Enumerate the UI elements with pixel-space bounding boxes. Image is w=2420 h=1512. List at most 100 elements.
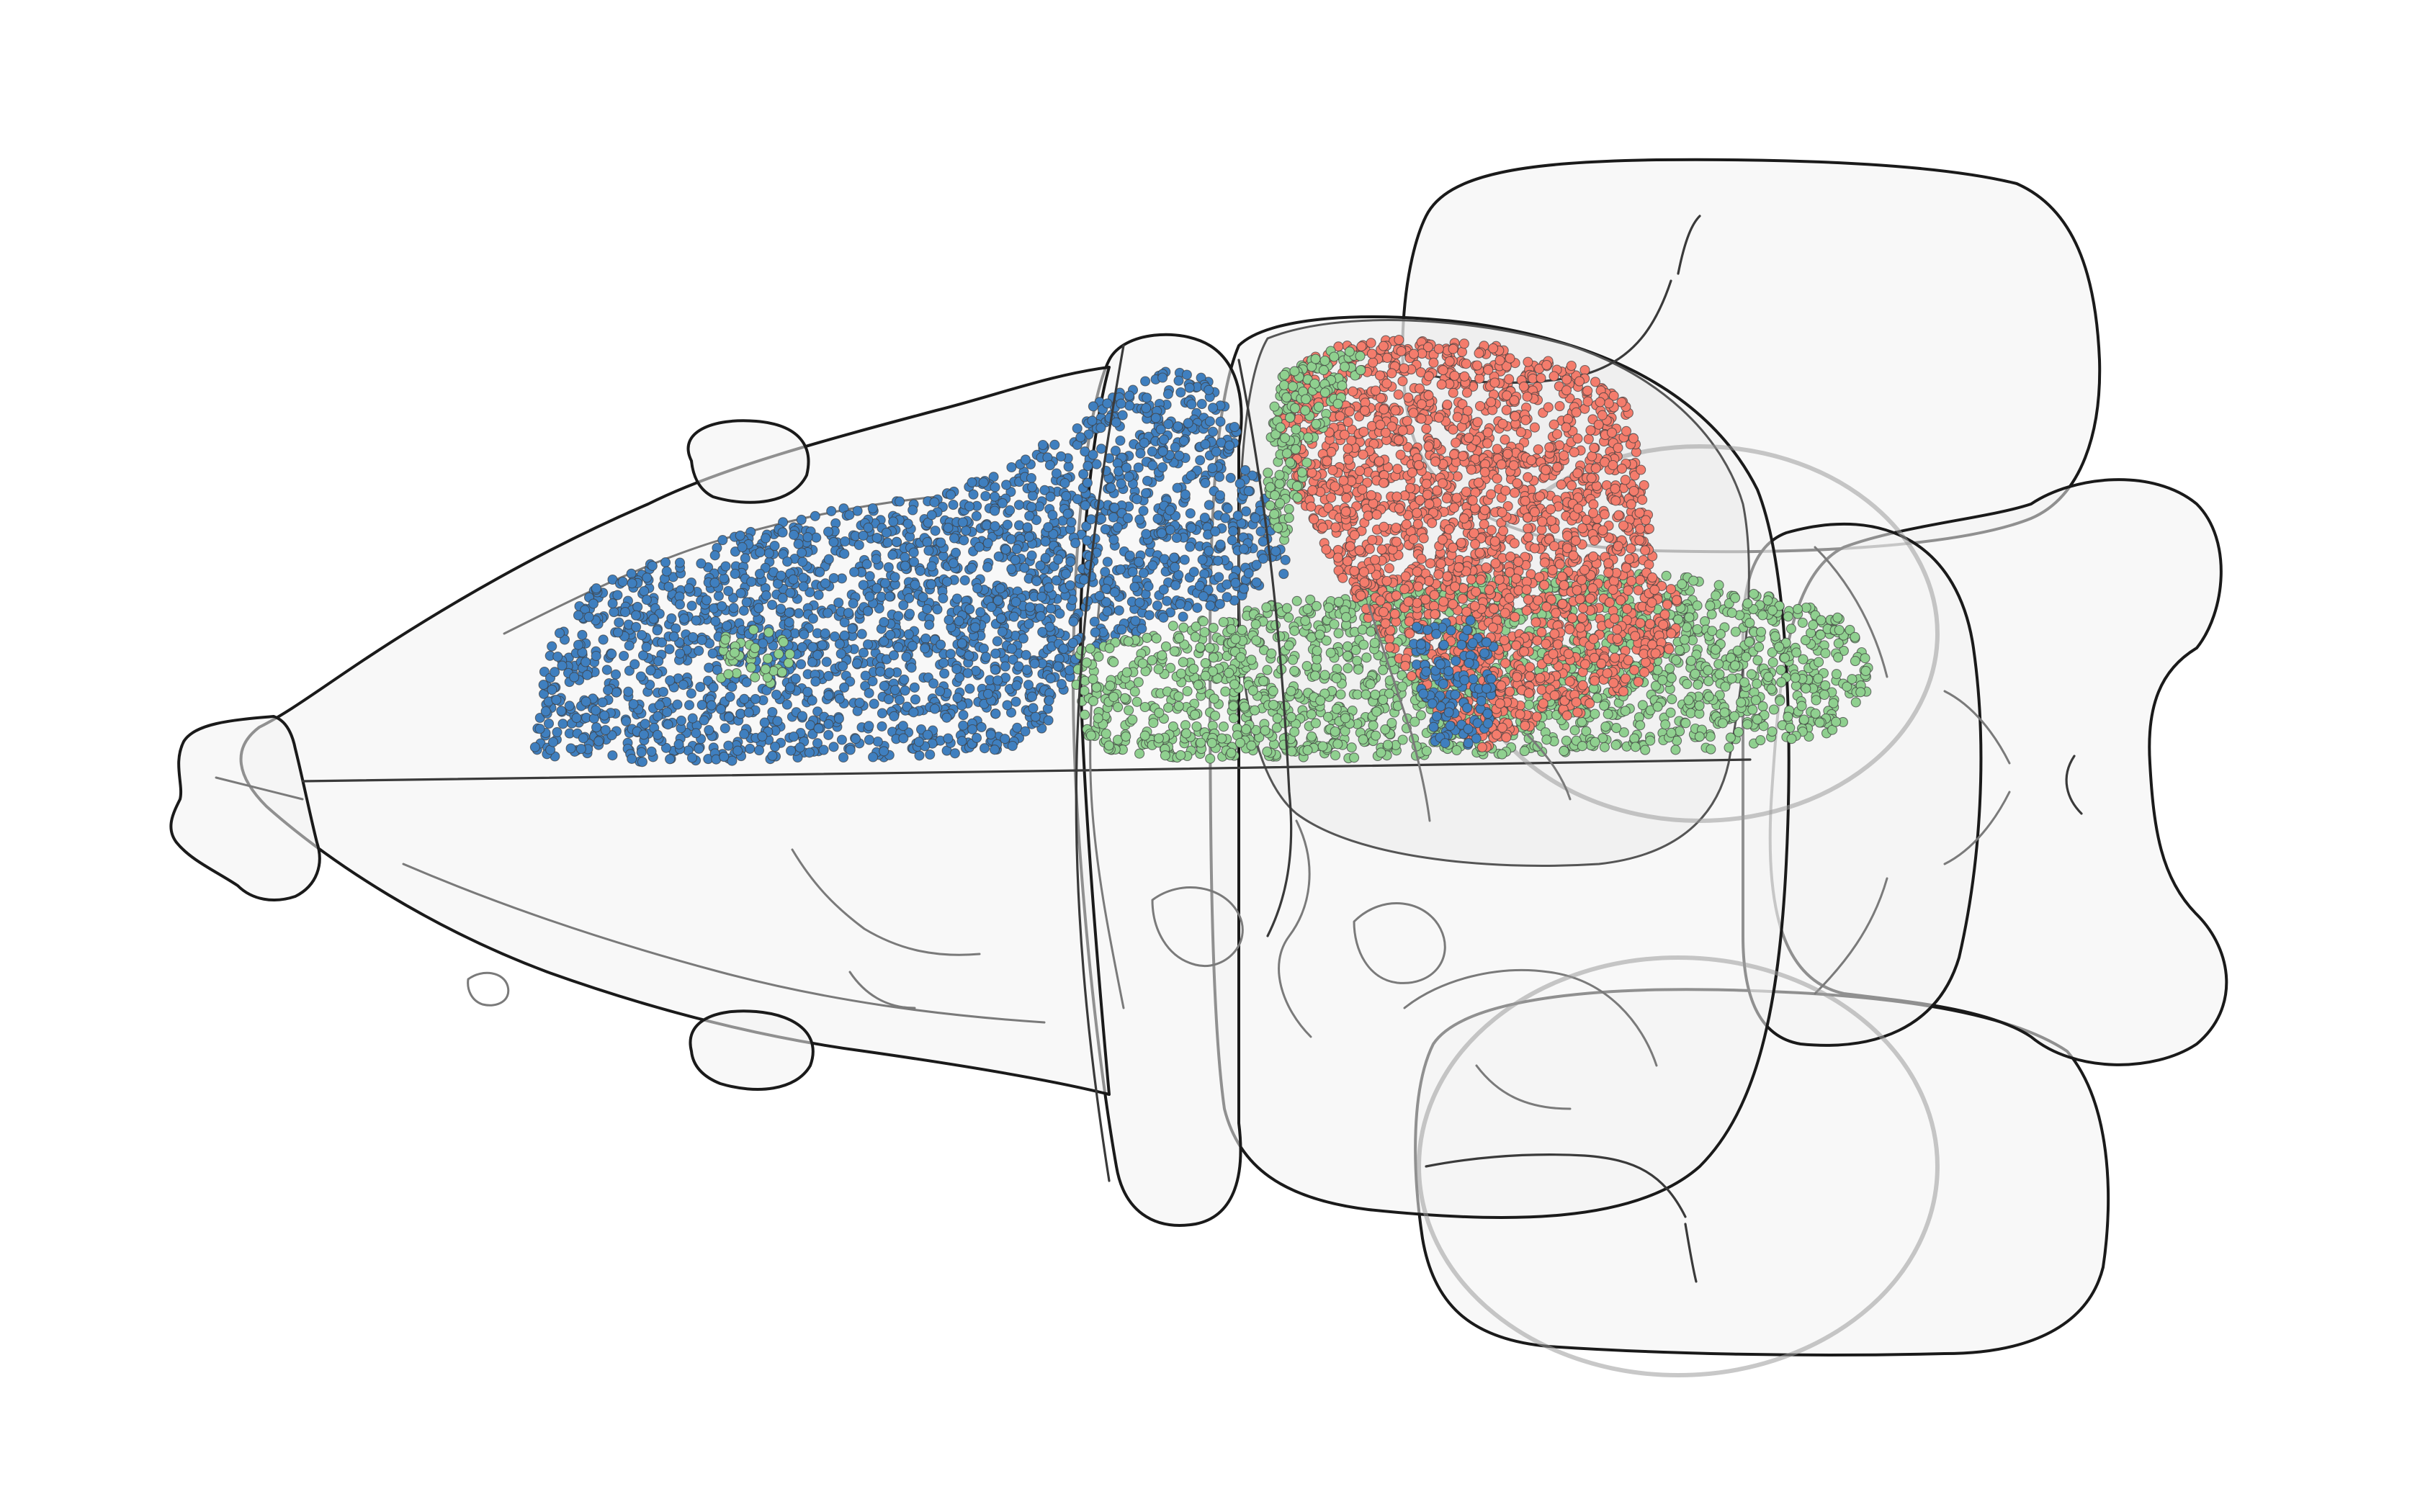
cell-dot-blue bbox=[1000, 661, 1010, 672]
cell-dot-blue bbox=[1026, 502, 1037, 513]
cell-dot-green bbox=[1322, 711, 1334, 722]
cell-dot-blue bbox=[908, 557, 920, 567]
cell-dot-blue bbox=[621, 716, 632, 726]
cell-dot-red bbox=[1523, 523, 1533, 534]
cell-dot-blue bbox=[663, 581, 674, 592]
cell-dot-green bbox=[1237, 624, 1247, 635]
cell-dot-blue bbox=[888, 650, 900, 661]
cell-dot-blue bbox=[982, 562, 993, 572]
cell-dot-blue bbox=[1013, 520, 1025, 531]
cell-dot-blue bbox=[1056, 679, 1067, 690]
cell-dot-blue bbox=[856, 629, 867, 639]
cell-dot-blue bbox=[646, 746, 657, 757]
cell-dot-green bbox=[1332, 739, 1343, 750]
cell-dot-blue bbox=[1142, 475, 1153, 486]
cell-dot-blue bbox=[754, 568, 766, 580]
cell-dot-blue bbox=[673, 739, 684, 750]
cell-dot-green bbox=[1088, 674, 1098, 685]
cell-dot-blue bbox=[739, 729, 750, 739]
cell-dot-blue bbox=[1197, 554, 1208, 565]
cell-dot-green bbox=[1675, 726, 1685, 737]
cell-dot-blue bbox=[877, 708, 887, 719]
cell-dot-blue bbox=[666, 613, 677, 624]
cell-dot-green bbox=[1085, 643, 1095, 654]
cell-dot-blue bbox=[1037, 439, 1049, 451]
cell-dot-green bbox=[1757, 610, 1768, 621]
cell-dot-blue bbox=[1169, 552, 1180, 563]
cell-dot-blue bbox=[868, 752, 879, 762]
cell-dot-red bbox=[1633, 585, 1644, 595]
cell-dot-blue bbox=[839, 630, 850, 641]
cell-dot-blue bbox=[1007, 740, 1018, 752]
cell-dot-blue bbox=[802, 532, 813, 543]
cell-dot-blue bbox=[1131, 494, 1142, 505]
cell-dot-green bbox=[1260, 725, 1270, 736]
cell-dot-green bbox=[1319, 670, 1330, 680]
cell-dot-blue bbox=[1175, 387, 1186, 398]
cell-dot-green bbox=[1747, 704, 1758, 715]
cell-dot-green bbox=[1173, 701, 1184, 711]
cell-dot-blue bbox=[1186, 523, 1197, 534]
cell-dot-blue bbox=[624, 665, 635, 676]
cell-dot-blue bbox=[1035, 560, 1046, 571]
cell-dot-blue bbox=[652, 729, 663, 740]
cell-dot-blue bbox=[671, 623, 681, 634]
cell-dot-green bbox=[1706, 609, 1717, 620]
cell-dot-blue bbox=[1163, 419, 1174, 430]
cell-dot-blue bbox=[1205, 600, 1216, 611]
cell-dot-blue bbox=[923, 545, 934, 556]
cell-dot-blue bbox=[936, 639, 946, 650]
cell-dot-blue bbox=[1023, 680, 1034, 690]
cell-dot-blue bbox=[674, 599, 686, 610]
cell-dot-red bbox=[1533, 444, 1543, 455]
cell-dot-green bbox=[1629, 733, 1640, 744]
cell-dot-green bbox=[1739, 677, 1750, 688]
cell-dot-blue bbox=[554, 628, 565, 639]
cell-dot-green bbox=[1376, 747, 1386, 758]
cell-dot-blue bbox=[954, 672, 965, 683]
cell-dot-green bbox=[1286, 685, 1296, 696]
cell-dot-blue bbox=[668, 631, 679, 642]
cell-dot-blue bbox=[969, 622, 981, 633]
cell-dot-red bbox=[1579, 364, 1590, 376]
cell-dot-green bbox=[1730, 660, 1741, 671]
cell-dot-green bbox=[1814, 657, 1824, 667]
cell-dot-blue bbox=[812, 738, 823, 749]
cell-dot-green bbox=[1386, 718, 1397, 729]
cell-dot-green bbox=[1766, 683, 1777, 695]
cell-dot-green bbox=[1266, 648, 1277, 659]
cell-dot-blue bbox=[1082, 477, 1093, 488]
cortex-inner-edge-lower bbox=[402, 863, 1046, 1024]
cell-dot-blue bbox=[694, 645, 704, 656]
cell-dot-green bbox=[1729, 711, 1740, 721]
cell-dot-blue bbox=[823, 526, 834, 537]
cell-dot-green bbox=[1726, 673, 1737, 684]
cell-dot-green bbox=[1814, 717, 1825, 728]
cell-dot-blue bbox=[746, 576, 757, 588]
cell-dot-blue bbox=[1180, 489, 1191, 500]
cell-dot-blue bbox=[900, 560, 910, 571]
cell-dot-blue bbox=[1133, 462, 1144, 473]
cell-dot-green bbox=[1208, 623, 1219, 634]
cell-dot-blue bbox=[599, 710, 610, 721]
cell-dot-blue bbox=[889, 711, 900, 721]
cell-dot-blue bbox=[725, 691, 735, 702]
cell-dot-blue bbox=[854, 698, 865, 708]
cell-dot-green bbox=[1719, 707, 1730, 718]
cell-dot-red bbox=[1529, 422, 1540, 433]
cell-dot-blue bbox=[1250, 513, 1260, 523]
cell-dot-blue bbox=[728, 603, 739, 613]
cell-dot-blue bbox=[914, 750, 925, 761]
cell-dot-blue bbox=[767, 600, 778, 611]
cell-dot-green bbox=[1365, 679, 1376, 690]
cell-dot-green bbox=[1182, 685, 1193, 697]
cell-dot-green bbox=[1226, 624, 1237, 635]
cell-dot-green bbox=[1199, 626, 1210, 638]
cell-dot-blue bbox=[900, 552, 910, 563]
cell-dot-blue bbox=[1122, 513, 1133, 523]
cell-dot-blue bbox=[1251, 577, 1262, 588]
cell-dot-blue bbox=[956, 736, 967, 747]
cell-dot-blue bbox=[864, 721, 874, 732]
cell-dot-green bbox=[1755, 735, 1766, 746]
cell-dot-green bbox=[1352, 689, 1363, 700]
